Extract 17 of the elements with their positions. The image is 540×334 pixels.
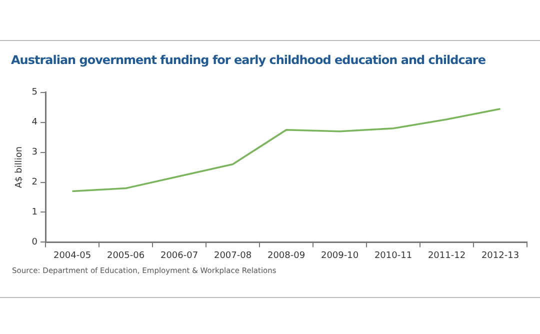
y-tick-label: 0 [32,238,38,248]
x-tick-label: 2011-12 [428,250,466,261]
y-tick-label: 3 [32,148,38,158]
x-tick-label: 2010-11 [374,250,412,261]
y-tick-label: 4 [32,118,38,128]
chart-title: Australian government funding for early childhood education and childcare [11,53,486,67]
x-tick-label: 2006-07 [160,250,198,261]
y-tick-label: 5 [32,88,38,98]
y-tick-label: 1 [32,208,38,218]
x-tick-label: 2012-13 [481,250,520,261]
y-tick-label: 2 [32,178,38,188]
y-axis-title: A$ billion [14,146,25,188]
x-tick-label: 2009-10 [320,250,359,261]
x-tick-label: 2004-05 [53,250,92,261]
x-tick-label: 2005-06 [106,250,145,261]
x-tick-label: 2008-09 [267,250,306,261]
x-tick-label: 2007-08 [214,250,252,261]
